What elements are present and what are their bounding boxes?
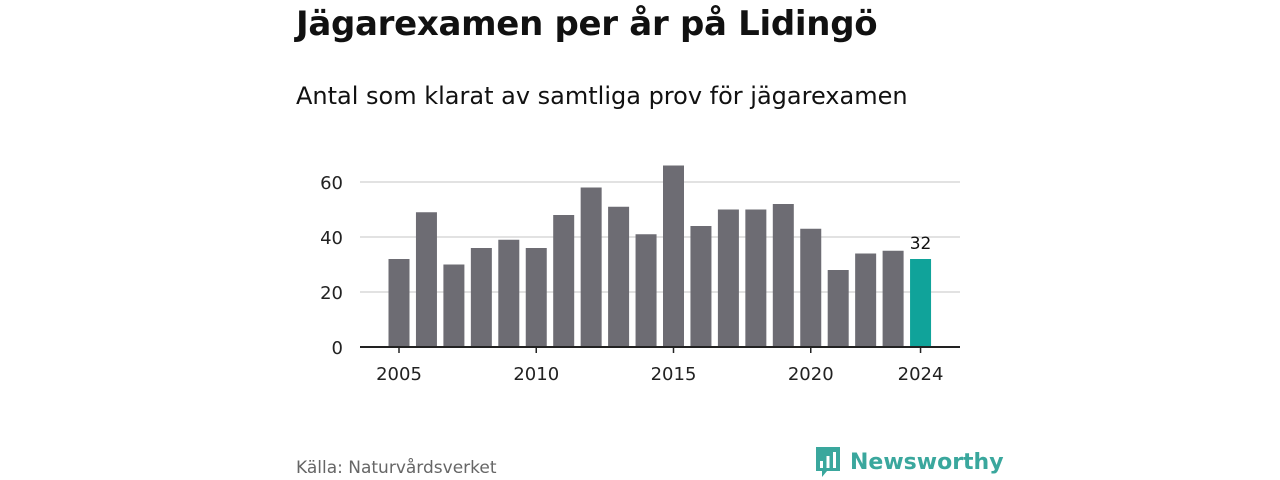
bar-chart-speech-bubble-icon [816, 447, 840, 477]
source-note: Källa: Naturvårdsverket [296, 458, 497, 478]
bar-2019 [772, 204, 794, 347]
x-tick-label: 2010 [513, 364, 559, 385]
chart-title: Jägarexamen per år på Lidingö [296, 4, 878, 44]
bar-2005 [388, 259, 410, 347]
chart-subtitle: Antal som klarat av samtliga prov för jä… [296, 82, 908, 110]
bar-2024 [910, 259, 932, 347]
x-tick-label: 2015 [651, 364, 697, 385]
bar-2012 [580, 187, 602, 347]
y-tick-label: 40 [320, 228, 343, 249]
x-tick-label: 2024 [898, 364, 944, 385]
bar-2015 [663, 165, 684, 347]
bars [388, 165, 932, 347]
data-label: 32 [910, 234, 932, 254]
y-tick-label: 20 [320, 283, 343, 304]
bar-2011 [553, 215, 575, 347]
bar-2007 [443, 264, 465, 347]
labels: 32 [910, 234, 932, 254]
bar-2023 [882, 250, 904, 347]
bar-2013 [608, 206, 630, 347]
bar-2022 [855, 253, 877, 347]
bar-2010 [525, 248, 547, 347]
bar-2017 [717, 209, 739, 347]
bar-2021 [827, 270, 849, 347]
bar-2008 [470, 248, 492, 347]
axes: 0 20 40 60 2005 2010 2015 2020 2024 [320, 173, 960, 385]
y-tick-label: 60 [320, 173, 343, 194]
brand-name: Newsworthy [850, 449, 1004, 475]
bar-2014 [635, 234, 657, 347]
bar-2018 [745, 209, 767, 347]
x-tick-label: 2020 [788, 364, 834, 385]
bar-2016 [690, 226, 712, 347]
bar-2020 [800, 228, 822, 347]
y-tick-label: 0 [332, 338, 343, 359]
bar-2006 [415, 212, 437, 347]
brand-logo: Newsworthy [814, 446, 1004, 478]
bar-2009 [498, 239, 520, 347]
x-tick-label: 2005 [376, 364, 422, 385]
